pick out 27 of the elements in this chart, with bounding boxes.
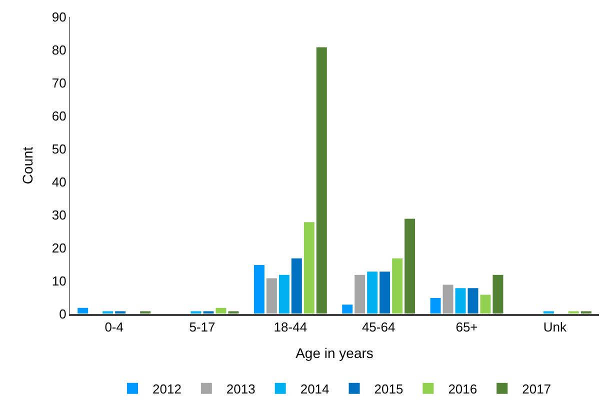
legend-label: 2015 bbox=[374, 381, 404, 396]
y-tick-label: 80 bbox=[52, 42, 66, 58]
y-tick-label: 70 bbox=[52, 76, 66, 91]
legend-label: 2013 bbox=[226, 381, 256, 396]
bar bbox=[76, 306, 90, 314]
legend-label: 2014 bbox=[300, 381, 330, 396]
y-tick-label: 40 bbox=[52, 174, 66, 190]
y-tick-label: 30 bbox=[52, 208, 66, 223]
x-tick-label: 45-64 bbox=[362, 319, 396, 334]
x-tick-label: 5-17 bbox=[189, 319, 216, 334]
x-tick-label: 18-44 bbox=[274, 319, 308, 334]
y-axis-title: Count bbox=[20, 146, 36, 184]
x-axis-title: Age in years bbox=[296, 345, 374, 362]
y-tick-label: 60 bbox=[52, 108, 66, 124]
y-tick-label: 50 bbox=[52, 142, 66, 157]
bar bbox=[542, 310, 555, 314]
legend-label: 2012 bbox=[152, 381, 182, 396]
x-tick-label: 65+ bbox=[456, 319, 478, 334]
x-tick-label: 0-4 bbox=[104, 319, 124, 334]
y-tick-label: 10 bbox=[52, 274, 66, 289]
y-tick-label: 0 bbox=[59, 306, 66, 322]
legend-label: 2017 bbox=[522, 381, 552, 396]
y-tick-label: 20 bbox=[52, 240, 66, 256]
bar bbox=[139, 310, 152, 314]
legend-label: 2016 bbox=[448, 381, 478, 396]
x-tick-label: Unk bbox=[543, 319, 567, 334]
y-tick-label: 90 bbox=[52, 10, 66, 25]
